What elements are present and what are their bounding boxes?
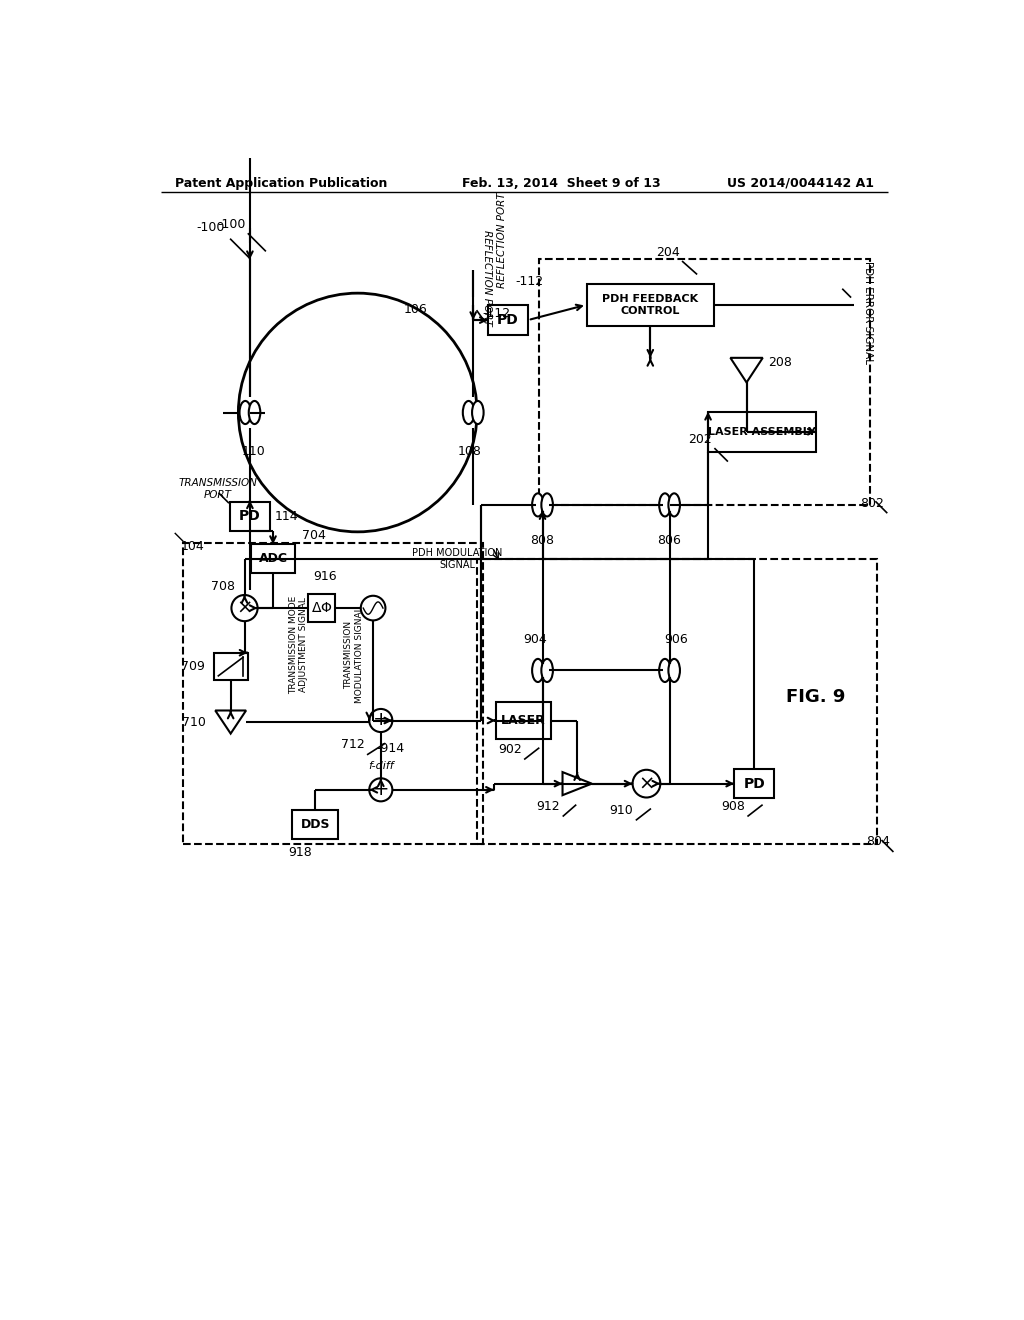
Ellipse shape bbox=[472, 401, 483, 424]
Text: REFLECTION PORT: REFLECTION PORT bbox=[497, 191, 507, 288]
Text: 202: 202 bbox=[688, 433, 712, 446]
Text: Patent Application Publication: Patent Application Publication bbox=[175, 177, 388, 190]
Text: PDH ERROR SIGNAL: PDH ERROR SIGNAL bbox=[863, 261, 873, 364]
Text: 712: 712 bbox=[341, 738, 365, 751]
Bar bbox=[292, 810, 339, 840]
Bar bbox=[183, 544, 483, 843]
Text: 906: 906 bbox=[664, 632, 687, 645]
Text: PD: PD bbox=[497, 313, 519, 327]
Ellipse shape bbox=[240, 401, 251, 424]
Text: TRANSMISSION
MODULATION SIGNAL: TRANSMISSION MODULATION SIGNAL bbox=[344, 607, 364, 704]
Bar bbox=[734, 770, 774, 799]
Text: 916: 916 bbox=[313, 570, 337, 583]
Text: PDH FEEDBACK
CONTROL: PDH FEEDBACK CONTROL bbox=[602, 294, 698, 315]
Ellipse shape bbox=[463, 401, 474, 424]
Text: 204: 204 bbox=[655, 246, 680, 259]
Text: PDH MODULATION
SIGNAL: PDH MODULATION SIGNAL bbox=[412, 548, 503, 570]
Circle shape bbox=[633, 770, 660, 797]
Text: 806: 806 bbox=[657, 535, 682, 548]
Text: REFLECTION PORT: REFLECTION PORT bbox=[482, 230, 493, 326]
Bar bbox=[214, 653, 248, 681]
Text: FIG. 9: FIG. 9 bbox=[786, 689, 846, 706]
Text: 108: 108 bbox=[458, 445, 481, 458]
Polygon shape bbox=[562, 772, 592, 795]
Bar bbox=[307, 594, 336, 622]
Circle shape bbox=[370, 779, 392, 801]
Text: PD: PD bbox=[239, 510, 261, 524]
Text: -914: -914 bbox=[376, 742, 404, 755]
Ellipse shape bbox=[542, 494, 553, 516]
Ellipse shape bbox=[532, 494, 544, 516]
Text: 802: 802 bbox=[860, 496, 884, 510]
Text: PD: PD bbox=[743, 776, 765, 791]
Text: +: + bbox=[373, 710, 389, 729]
Bar bbox=[708, 412, 816, 451]
Text: LASER: LASER bbox=[501, 714, 546, 727]
Text: TRANSMISSION MODE
ADJUSTMENT SIGNAL: TRANSMISSION MODE ADJUSTMENT SIGNAL bbox=[289, 595, 308, 694]
Text: 208: 208 bbox=[768, 356, 792, 370]
Text: -100: -100 bbox=[217, 218, 246, 231]
Text: 106: 106 bbox=[403, 304, 428, 317]
Bar bbox=[539, 259, 869, 506]
Text: US 2014/0044142 A1: US 2014/0044142 A1 bbox=[727, 177, 874, 190]
Text: 902: 902 bbox=[498, 743, 521, 756]
Bar bbox=[587, 284, 714, 326]
Text: -112: -112 bbox=[515, 275, 544, 288]
Bar bbox=[252, 544, 295, 573]
Text: 709: 709 bbox=[180, 660, 205, 673]
Text: -112: -112 bbox=[482, 308, 511, 321]
Text: 104: 104 bbox=[180, 540, 205, 553]
Circle shape bbox=[360, 595, 385, 620]
Text: -100: -100 bbox=[197, 220, 224, 234]
Bar bbox=[230, 502, 270, 531]
Ellipse shape bbox=[659, 494, 671, 516]
Text: 708: 708 bbox=[211, 579, 234, 593]
Text: +: + bbox=[373, 780, 389, 799]
Text: 904: 904 bbox=[523, 632, 547, 645]
Ellipse shape bbox=[532, 659, 544, 682]
Polygon shape bbox=[215, 710, 246, 734]
Polygon shape bbox=[730, 358, 763, 383]
Text: 912: 912 bbox=[537, 800, 560, 813]
Text: Feb. 13, 2014  Sheet 9 of 13: Feb. 13, 2014 Sheet 9 of 13 bbox=[462, 177, 660, 190]
Text: 110: 110 bbox=[242, 445, 265, 458]
Ellipse shape bbox=[249, 401, 260, 424]
Text: ×: × bbox=[237, 598, 253, 618]
Ellipse shape bbox=[669, 494, 680, 516]
Bar bbox=[496, 702, 551, 739]
Bar bbox=[477, 558, 878, 843]
Text: TRANSMISSION
PORT: TRANSMISSION PORT bbox=[178, 478, 257, 499]
Ellipse shape bbox=[542, 659, 553, 682]
Circle shape bbox=[370, 709, 392, 733]
Text: $\Delta\Phi$: $\Delta\Phi$ bbox=[310, 601, 333, 615]
Text: ×: × bbox=[638, 774, 654, 793]
Text: 704: 704 bbox=[302, 529, 327, 543]
Text: DDS: DDS bbox=[301, 818, 330, 832]
Circle shape bbox=[231, 595, 258, 622]
Text: 804: 804 bbox=[866, 836, 890, 849]
Text: 910: 910 bbox=[609, 804, 634, 817]
Ellipse shape bbox=[659, 659, 671, 682]
Text: f-diff: f-diff bbox=[368, 762, 393, 771]
Text: LASER ASSEMBLY: LASER ASSEMBLY bbox=[708, 426, 816, 437]
Text: 114: 114 bbox=[274, 510, 298, 523]
Text: 808: 808 bbox=[530, 535, 555, 548]
Text: ADC: ADC bbox=[258, 552, 288, 565]
Ellipse shape bbox=[669, 659, 680, 682]
Text: 710: 710 bbox=[182, 715, 206, 729]
Bar bbox=[487, 305, 528, 335]
Text: 908: 908 bbox=[721, 800, 745, 813]
Text: 918: 918 bbox=[288, 846, 312, 859]
